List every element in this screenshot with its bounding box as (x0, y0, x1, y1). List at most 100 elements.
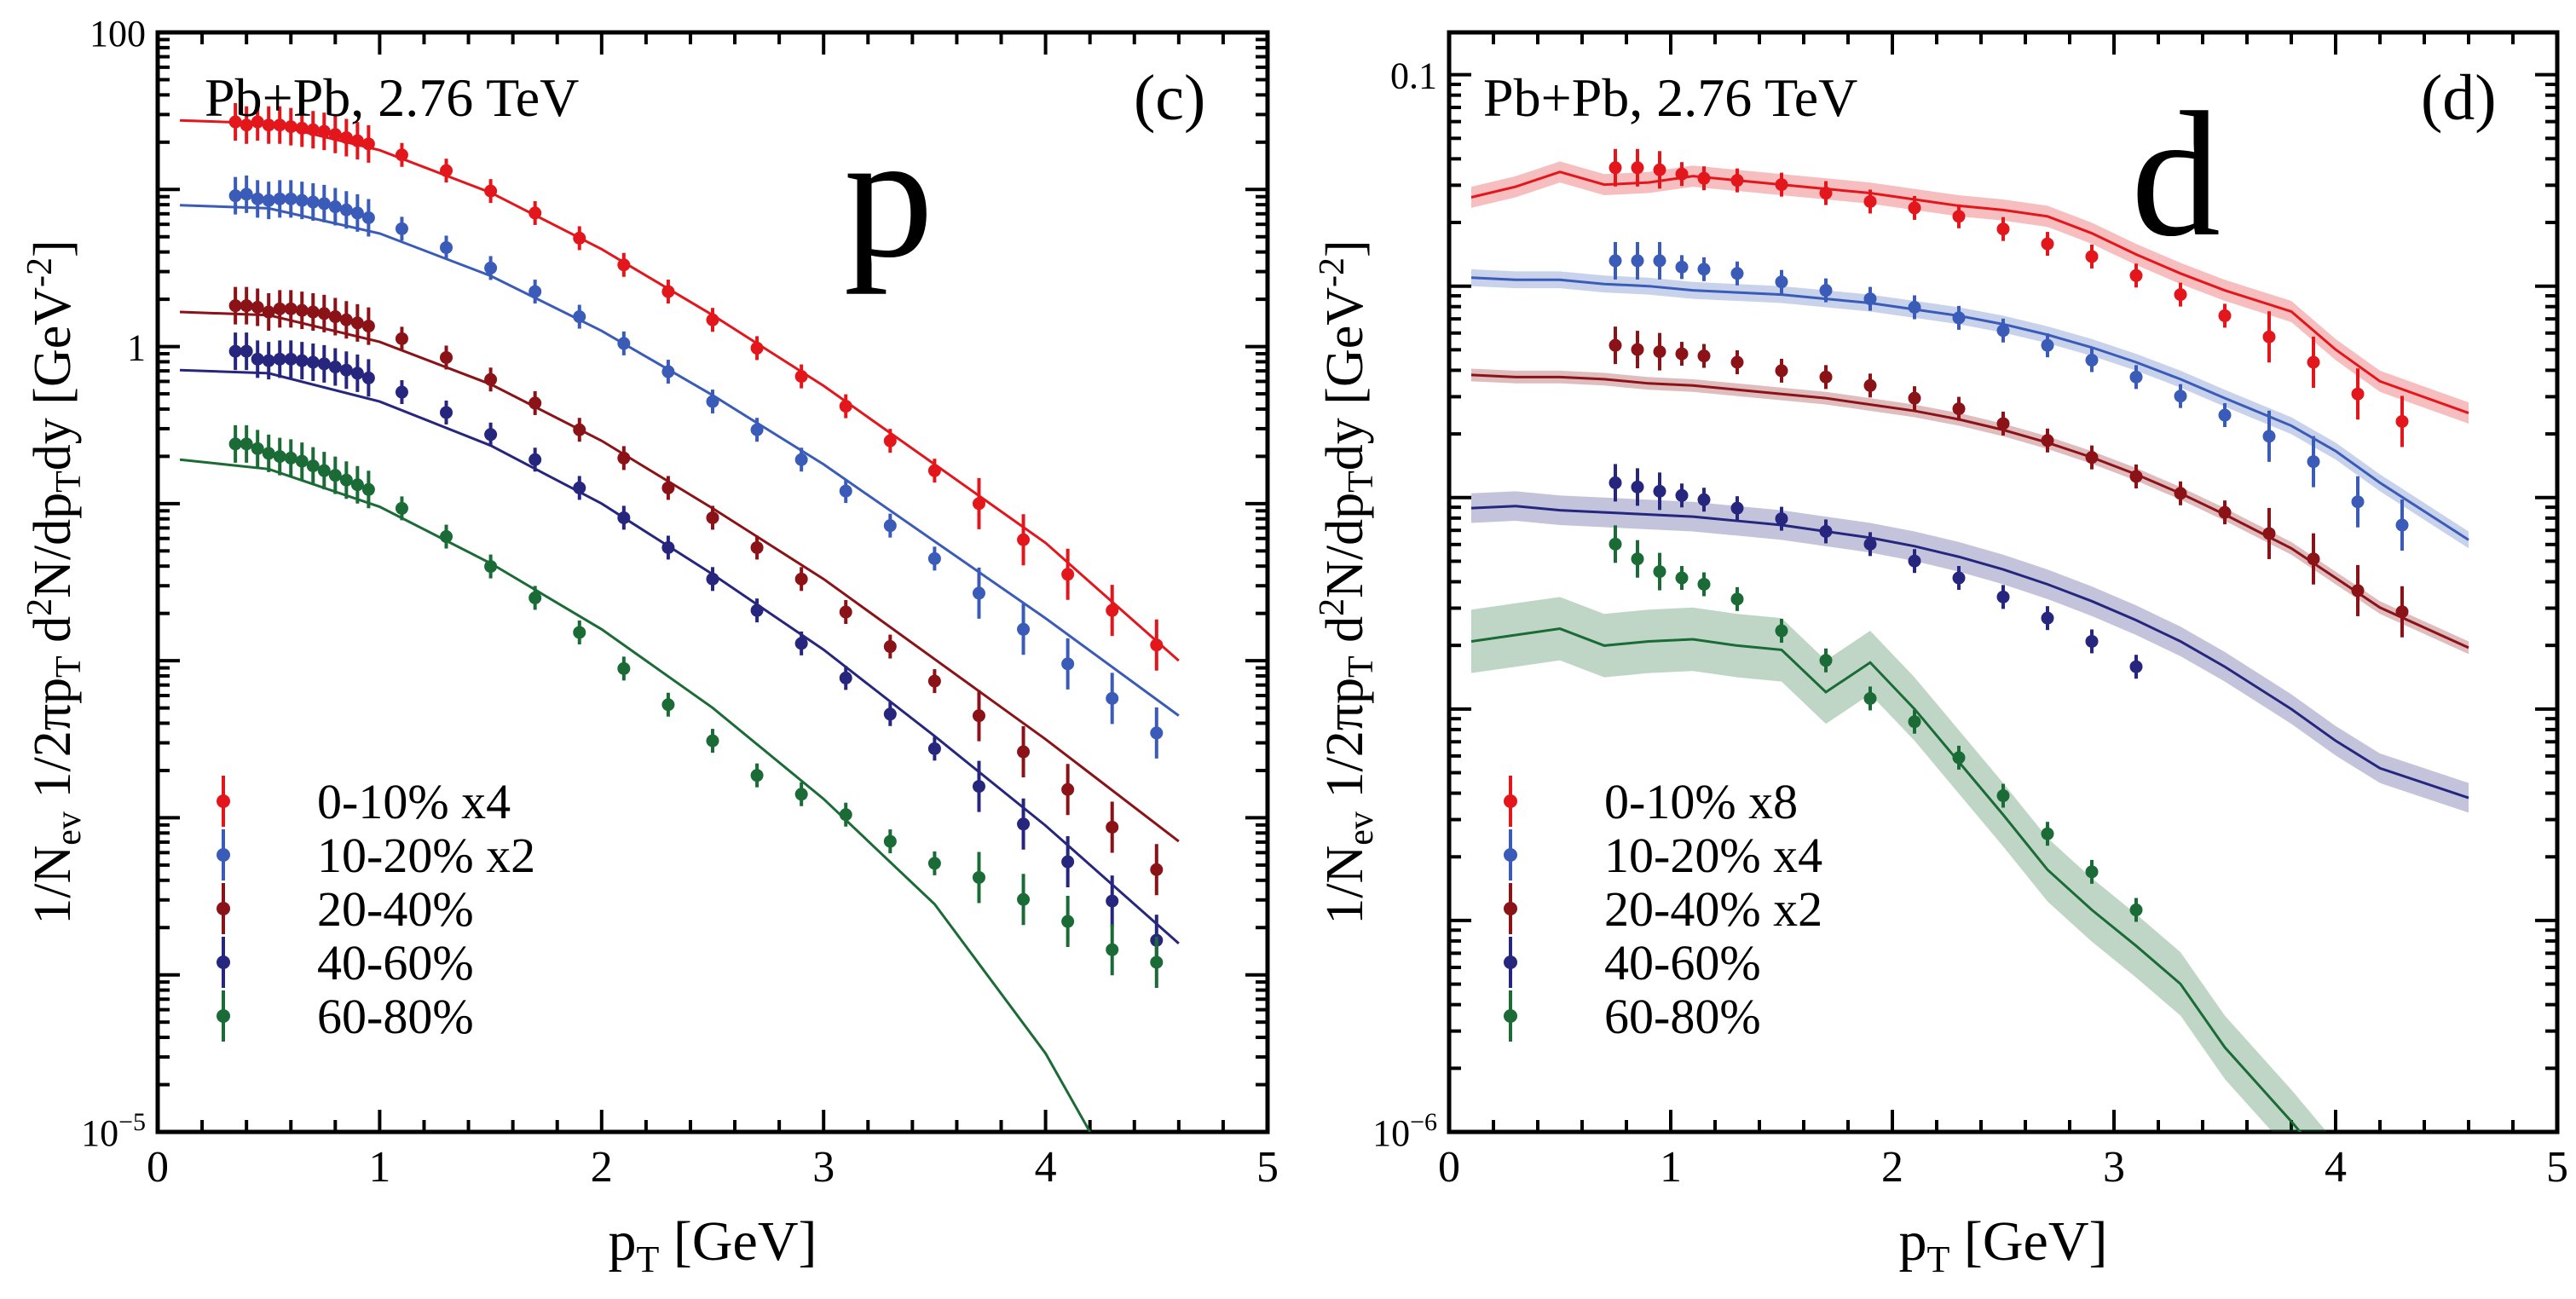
data-point-c20_40 (2307, 552, 2320, 566)
x-tick-label: 4 (1035, 1143, 1057, 1192)
data-point-c0_10 (1653, 163, 1666, 176)
model-curve-c20_40 (179, 310, 1180, 843)
data-point-c20_40 (1609, 338, 1622, 352)
data-point-c10_20 (1863, 292, 1877, 306)
y-tick-label: 1 (127, 327, 146, 369)
data-point-c10_20 (927, 551, 941, 565)
data-point-c0_10 (228, 115, 242, 129)
data-point-c40_60 (1675, 488, 1689, 502)
data-point-c10_20 (240, 188, 253, 201)
data-point-c10_20 (339, 203, 353, 216)
data-point-c10_20 (1106, 691, 1119, 705)
data-point-c0_10 (839, 400, 852, 413)
data-point-c10_20 (2129, 370, 2143, 384)
data-point-c0_10 (240, 118, 253, 132)
data-point-c10_20 (528, 285, 542, 298)
data-point-c0_10 (2307, 355, 2320, 369)
data-point-c10_20 (2351, 495, 2365, 509)
x-tick-label: 2 (591, 1143, 613, 1192)
x-tick-label: 3 (2103, 1143, 2125, 1192)
data-point-c10_20 (361, 211, 375, 224)
data-point-c10_20 (295, 193, 309, 207)
data-point-c0_10 (262, 118, 275, 132)
data-point-c20_40 (1996, 417, 2010, 430)
data-point-c0_10 (1061, 568, 1075, 581)
panel-d-panel-label: (d) (2421, 62, 2497, 134)
data-point-c0_10 (661, 285, 675, 298)
data-point-c10_20 (1952, 311, 1966, 325)
x-tick-label: 2 (1881, 1143, 1903, 1192)
y-tick-label: 100 (90, 13, 146, 55)
data-point-c20_40 (661, 481, 675, 494)
data-point-c20_40 (273, 302, 286, 315)
panel-d-model-curves (1470, 170, 2469, 1132)
data-point-c10_20 (440, 240, 453, 254)
data-point-c20_40 (361, 320, 375, 333)
data-point-c40_60 (317, 357, 331, 371)
data-point-c20_40 (1863, 378, 1877, 392)
data-point-c40_60 (251, 352, 264, 366)
data-point-c20_40 (350, 316, 364, 330)
data-point-c20_40 (2351, 584, 2365, 598)
legend-marker (1504, 1009, 1517, 1023)
data-point-c60_80 (339, 473, 353, 487)
data-point-c60_80 (284, 451, 297, 465)
data-point-c20_40 (240, 299, 253, 313)
data-point-c40_60 (528, 453, 542, 466)
data-point-c60_80 (251, 442, 264, 455)
legend-marker (217, 955, 230, 969)
data-point-c20_40 (750, 540, 764, 554)
data-point-c60_80 (617, 661, 631, 675)
model-curve-c10_20 (179, 204, 1180, 717)
panel-d-data-points (1609, 148, 2409, 922)
data-point-c0_10 (484, 184, 498, 198)
data-point-c20_40 (794, 572, 808, 586)
data-point-c60_80 (484, 560, 498, 574)
data-point-c10_20 (284, 192, 297, 205)
data-point-c10_20 (794, 453, 808, 466)
model-band-c40_60 (1471, 491, 2469, 813)
panel-d-particle-label: d (2131, 76, 2221, 274)
data-point-c0_10 (273, 118, 286, 132)
data-point-c10_20 (706, 395, 719, 408)
data-point-c60_80 (1061, 915, 1075, 928)
data-point-c40_60 (883, 707, 897, 721)
data-point-c60_80 (295, 454, 309, 468)
data-point-c10_20 (1730, 267, 1744, 280)
data-point-c0_10 (1017, 533, 1031, 546)
data-point-c40_60 (1106, 894, 1119, 908)
data-point-c40_60 (972, 780, 985, 794)
panel-c-data-points (228, 103, 1164, 988)
data-point-c10_20 (1150, 726, 1164, 740)
legend-marker (217, 848, 230, 862)
data-point-c60_80 (1017, 892, 1031, 906)
data-point-c0_10 (750, 341, 764, 355)
data-point-c10_20 (262, 193, 275, 207)
data-point-c40_60 (295, 354, 309, 367)
data-point-c0_10 (1730, 174, 1744, 188)
data-point-c20_40 (1952, 402, 1966, 416)
data-point-c40_60 (284, 352, 297, 366)
data-point-c10_20 (484, 261, 498, 274)
data-point-c40_60 (1996, 590, 2010, 603)
data-point-c10_20 (317, 197, 331, 211)
data-point-c0_10 (1775, 178, 1788, 192)
data-point-c40_60 (617, 511, 631, 524)
data-point-c60_80 (273, 450, 286, 464)
data-point-c0_10 (1908, 201, 1921, 215)
data-point-c40_60 (573, 481, 586, 494)
data-point-c20_40 (573, 423, 586, 436)
data-point-c0_10 (573, 231, 586, 245)
data-point-c0_10 (528, 206, 542, 220)
data-point-c60_80 (317, 464, 331, 477)
data-point-c40_60 (240, 344, 253, 358)
data-point-c20_40 (839, 605, 852, 619)
data-point-c0_10 (927, 464, 941, 477)
data-point-c0_10 (2351, 387, 2365, 401)
data-point-c20_40 (2129, 470, 2143, 483)
data-point-c40_60 (395, 385, 408, 399)
data-point-c60_80 (228, 437, 242, 451)
legend-entry: 60-80% (317, 989, 474, 1044)
data-point-c0_10 (1675, 167, 1689, 181)
